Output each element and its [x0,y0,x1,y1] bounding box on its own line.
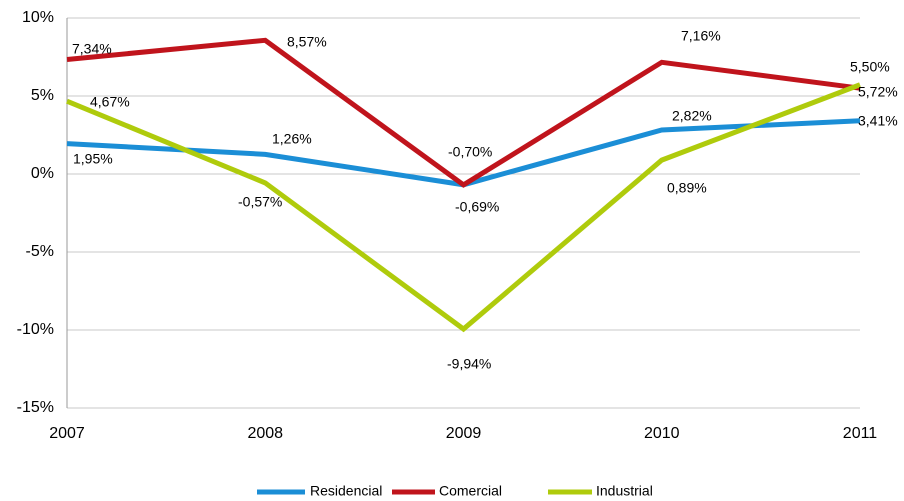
data-label: -0,57% [238,194,282,210]
data-label: 3,41% [858,113,898,129]
x-tick-label: 2007 [49,425,85,442]
data-label: 5,50% [850,59,890,75]
legend-label: Residencial [310,483,382,499]
data-label: 1,26% [272,131,312,147]
y-tick-label: -15% [17,399,54,416]
x-tick-label: 2008 [247,425,283,442]
data-label: -0,70% [448,144,492,160]
data-label: 5,72% [858,84,898,100]
y-tick-label: -5% [26,243,54,260]
y-tick-label: 0% [31,165,54,182]
x-tick-label: 2010 [644,425,680,442]
data-label: 0,89% [667,180,707,196]
data-label: 2,82% [672,108,712,124]
data-label: 7,16% [681,28,721,44]
legend-label: Industrial [596,483,653,499]
x-tick-label: 2009 [446,425,482,442]
data-label: 8,57% [287,34,327,50]
data-label: -9,94% [447,356,491,372]
series-line [66,37,861,188]
data-label: 1,95% [73,151,113,167]
y-tick-label: 5% [31,87,54,104]
data-label: -0,69% [455,199,499,215]
x-tick-label: 2011 [843,425,878,442]
y-tick-label: -10% [17,321,54,338]
series-line [66,82,861,333]
y-tick-label: 10% [22,9,54,26]
legend-label: Comercial [439,483,502,499]
data-label: 7,34% [72,41,112,57]
data-label: 4,67% [90,94,130,110]
